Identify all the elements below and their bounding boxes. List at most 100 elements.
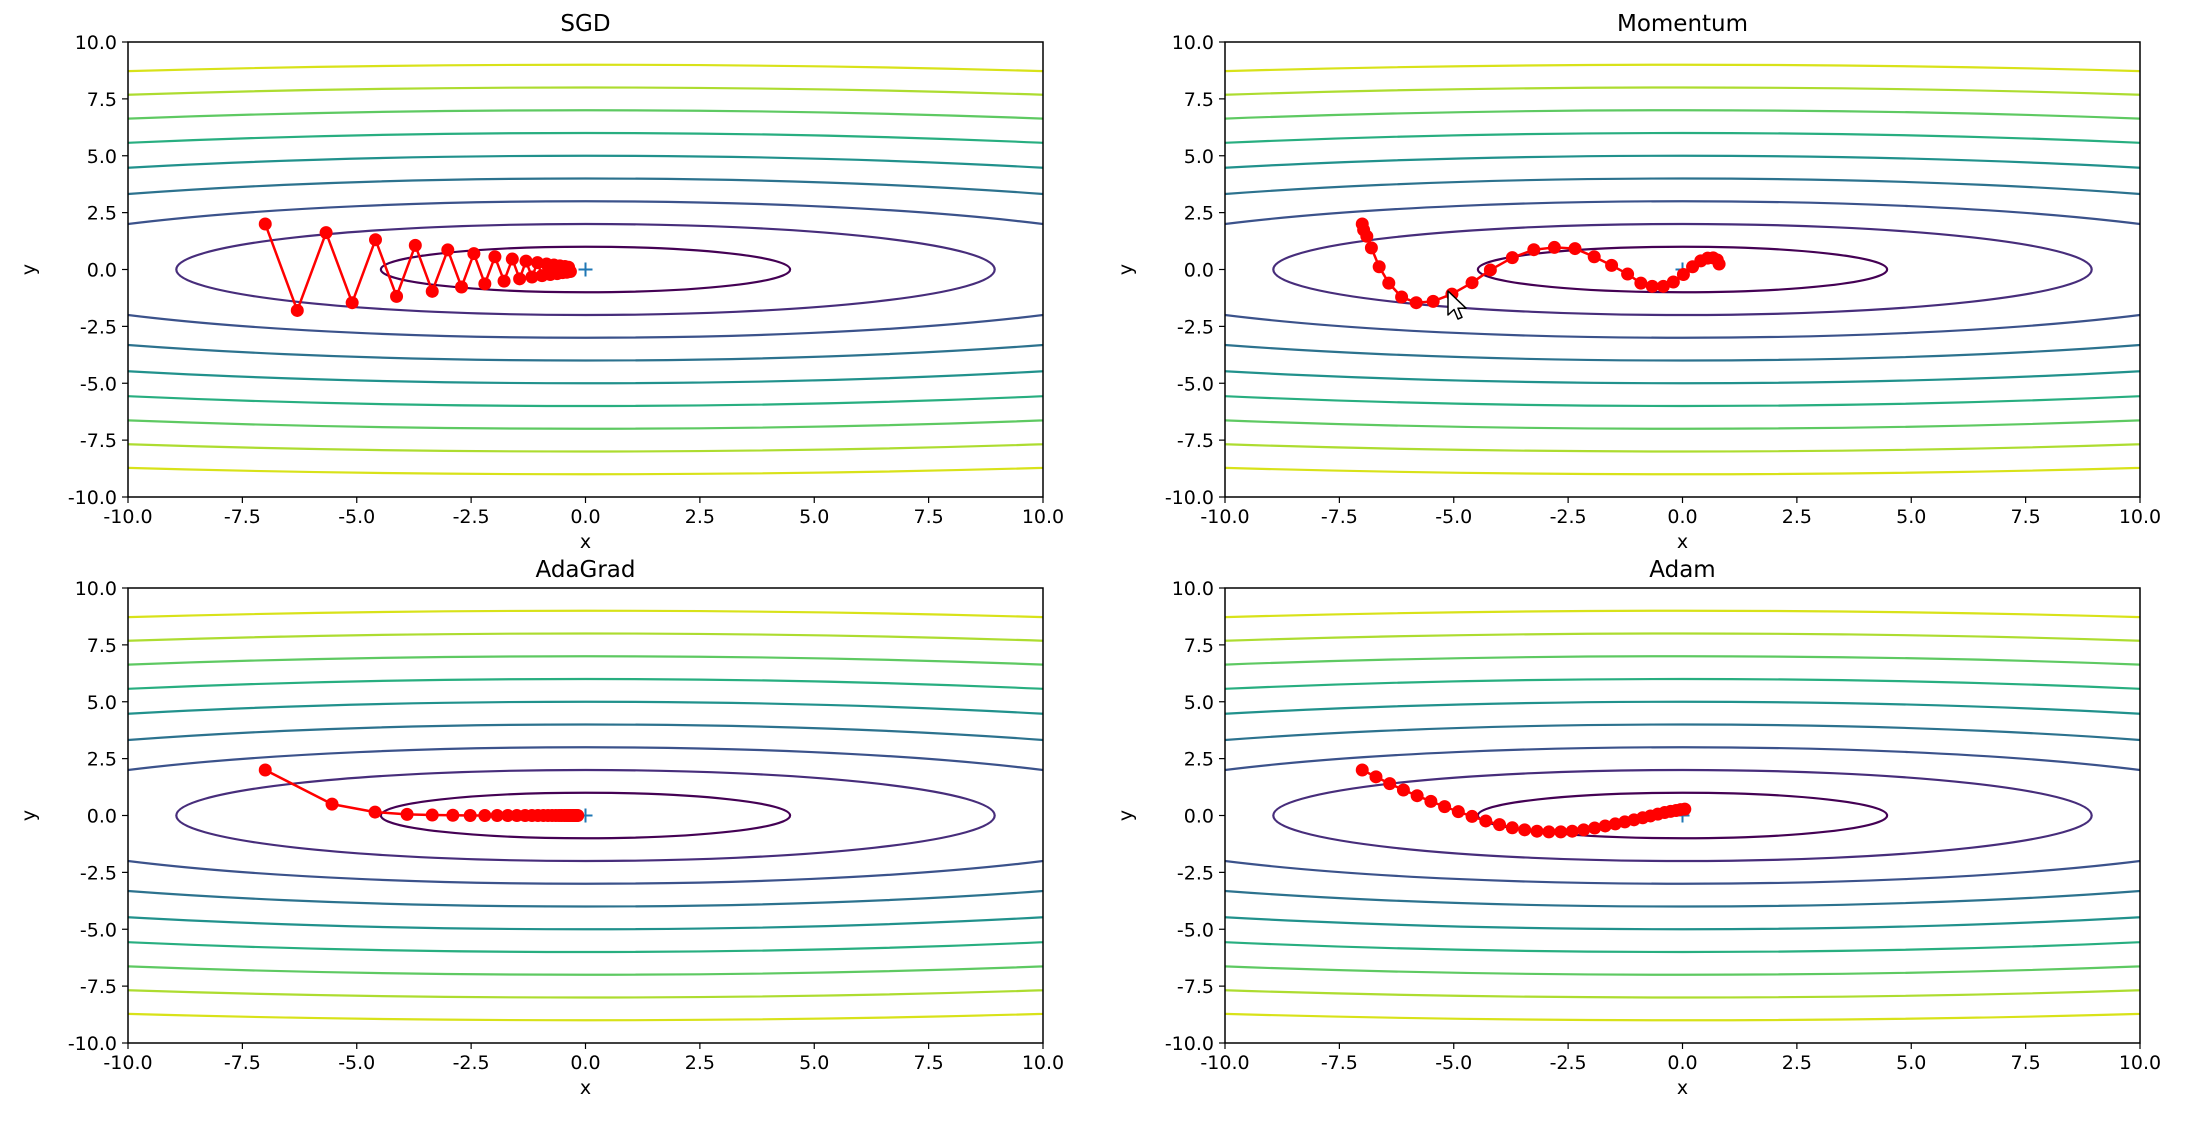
path-point: [1565, 824, 1579, 838]
path-point: [478, 809, 492, 822]
contour-level-25: [1225, 700, 2140, 931]
y-tick-label: 2.5: [87, 203, 117, 225]
path-point: [1518, 823, 1532, 837]
x-tick-label: 2.5: [1782, 1052, 1812, 1074]
subplot-title: Momentum: [1617, 11, 1748, 37]
path-point: [400, 807, 414, 821]
y-tick-label: 0.0: [87, 260, 117, 282]
contour-level-64: [128, 632, 1043, 999]
contour-level-1: [379, 791, 792, 840]
x-tick-label: -10.0: [103, 506, 152, 528]
y-tick-label: 5.0: [87, 692, 117, 714]
path-point: [1530, 824, 1544, 838]
plot-area: [128, 63, 1043, 476]
y-tick-label: 2.5: [1184, 203, 1214, 225]
path-point: [1465, 276, 1479, 290]
y-tick-label: 7.5: [1184, 89, 1214, 111]
y-tick-label: 10.0: [75, 578, 117, 600]
x-tick-label: 10.0: [2119, 506, 2161, 528]
x-tick-label: 10.0: [1022, 506, 1064, 528]
path-point: [1547, 240, 1561, 254]
y-tick-label: 7.5: [87, 635, 117, 657]
subplot-title: SGD: [560, 11, 610, 37]
path-point: [519, 254, 533, 268]
path-point: [319, 226, 333, 240]
path-point: [1382, 276, 1396, 290]
path-point: [1645, 279, 1659, 293]
x-tick-label: 0.0: [1667, 506, 1697, 528]
y-tick-label: 10.0: [75, 32, 117, 54]
path-point: [497, 274, 511, 288]
contour-level-1: [379, 245, 792, 294]
path-point: [1634, 276, 1648, 290]
y-tick-label: 0.0: [1184, 806, 1214, 828]
path-point: [290, 303, 304, 317]
x-tick-label: 7.5: [2011, 1052, 2041, 1074]
x-axis-label: x: [1677, 531, 1688, 553]
x-tick-label: -10.0: [1200, 506, 1249, 528]
y-tick-label: 10.0: [1172, 32, 1214, 54]
path-point: [1396, 783, 1410, 797]
y-tick-label: -2.5: [1177, 316, 1214, 338]
contour-level-25: [128, 700, 1043, 931]
path-point: [490, 809, 504, 822]
contour-level-9: [128, 200, 1043, 339]
path-point: [1383, 777, 1397, 791]
plot-area: [1225, 63, 2140, 476]
contour-level-64: [128, 86, 1043, 453]
contour-level-81: [128, 63, 1043, 476]
y-tick-label: -10.0: [1165, 1033, 1214, 1055]
path-point: [571, 809, 585, 822]
path-point: [1465, 809, 1479, 823]
y-tick-label: -7.5: [80, 430, 117, 452]
contour-level-49: [128, 655, 1043, 976]
path-point: [1588, 821, 1602, 835]
contour-level-64: [1225, 86, 2140, 453]
x-tick-label: 0.0: [570, 506, 600, 528]
contour-level-4: [1272, 768, 2093, 863]
x-tick-label: 2.5: [685, 1052, 715, 1074]
path-point: [505, 252, 519, 266]
contour-level-4: [1272, 222, 2093, 317]
path-point: [441, 243, 455, 257]
path-point: [325, 797, 339, 811]
path-point: [390, 289, 404, 303]
contour-level-81: [1225, 63, 2140, 476]
contour-level-81: [128, 609, 1043, 1022]
path-point: [1666, 275, 1680, 289]
x-tick-label: -5.0: [338, 1052, 375, 1074]
path-point: [1493, 818, 1506, 832]
contour-level-16: [1225, 177, 2140, 362]
path-point: [1355, 763, 1369, 777]
x-tick-label: 7.5: [914, 1052, 944, 1074]
y-tick-label: -5.0: [1177, 919, 1214, 941]
path-point: [1369, 770, 1383, 784]
contour-level-36: [1225, 131, 2140, 408]
contour-level-25: [128, 154, 1043, 385]
path-point: [1598, 819, 1612, 833]
subplot-momentum: -10.0 -7.5 -5.0 -2.5 0.0 2.5 5.0 7.5 10.0 -10.0 -7…: [1115, 11, 2161, 553]
y-tick-label: -5.0: [1177, 373, 1214, 395]
y-tick-label: -7.5: [80, 976, 117, 998]
path-point: [1656, 279, 1670, 293]
path-point: [478, 277, 492, 291]
path-point: [258, 763, 272, 777]
contour-level-49: [1225, 655, 2140, 976]
x-tick-label: 5.0: [1896, 1052, 1926, 1074]
path-point: [467, 247, 481, 261]
y-tick-label: 10.0: [1172, 578, 1214, 600]
x-tick-label: 5.0: [799, 1052, 829, 1074]
x-tick-label: -2.5: [1550, 1052, 1587, 1074]
x-tick-label: -7.5: [1321, 1052, 1358, 1074]
y-tick-label: 7.5: [1184, 635, 1214, 657]
path-point: [258, 217, 272, 231]
path-point: [369, 233, 383, 247]
path-point: [1410, 789, 1424, 803]
x-axis-label: x: [580, 531, 591, 553]
y-axis-label: y: [1115, 810, 1137, 821]
contour-level-16: [128, 177, 1043, 362]
x-axis-label: x: [1677, 1077, 1688, 1099]
contour-level-4: [175, 222, 996, 317]
path-point: [345, 296, 359, 310]
